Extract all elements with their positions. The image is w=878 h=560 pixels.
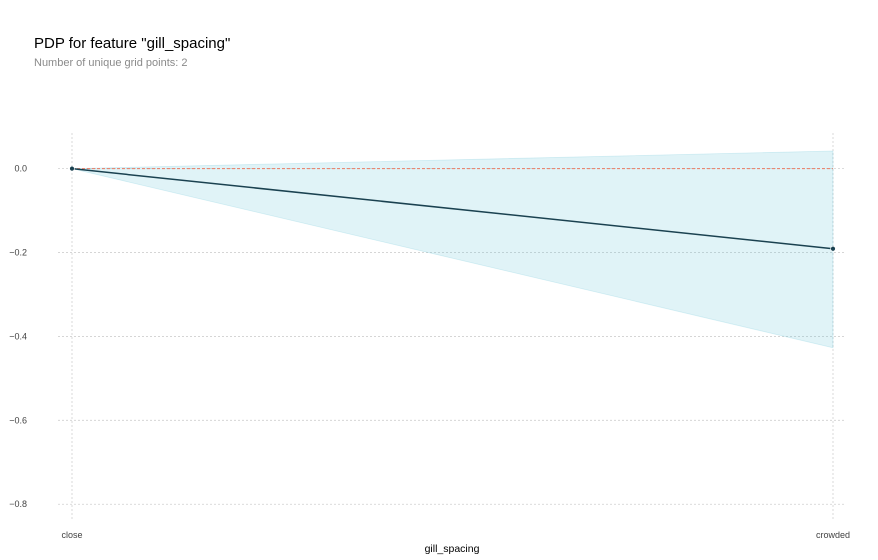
x-tick-label: close	[61, 530, 82, 540]
pdp-point	[830, 246, 836, 252]
y-tick-label: −0.6	[9, 415, 27, 425]
grid-lines	[58, 133, 845, 521]
pdp-point	[69, 165, 75, 172]
pdp-series	[69, 165, 836, 252]
x-tick-label: crowded	[816, 530, 850, 540]
y-tick-label: −0.8	[9, 499, 27, 509]
y-tick-label: −0.2	[9, 248, 27, 258]
y-axis-ticks: 0.0 −0.2 −0.4 −0.6 −0.8	[9, 164, 27, 510]
y-tick-label: 0.0	[14, 164, 27, 174]
x-axis-ticks: close crowded	[61, 530, 850, 540]
chart-subtitle: Number of unique grid points: 2	[34, 57, 188, 69]
y-tick-label: −0.4	[9, 331, 27, 341]
pdp-line	[71, 167, 834, 250]
chart-title: PDP for feature "gill_spacing"	[34, 35, 231, 52]
x-axis-label: gill_spacing	[425, 543, 480, 555]
